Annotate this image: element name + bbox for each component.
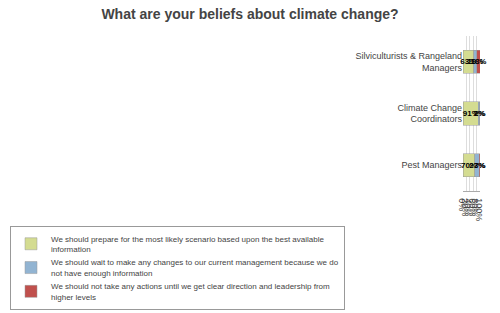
svg-text:19%: 19% <box>467 57 483 66</box>
svg-text:70%: 70% <box>461 161 477 170</box>
svg-text:20%: 20% <box>460 198 470 216</box>
svg-text:7%: 7% <box>473 109 485 118</box>
svg-text:60%: 60% <box>467 198 477 216</box>
svg-text:We should not take any actions: We should not take any actions until we … <box>51 282 330 301</box>
svg-text:40%: 40% <box>463 198 473 216</box>
svg-text:18%: 18% <box>470 57 486 66</box>
svg-text:We should wait to make any cha: We should wait to make any changes to ou… <box>51 258 339 277</box>
svg-text:63%: 63% <box>460 57 476 66</box>
svg-text:We should prepare for the most: We should prepare for the most likely sc… <box>51 235 324 254</box>
svg-text:What are your beliefs about cl: What are your beliefs about climate chan… <box>101 6 398 22</box>
svg-text:Pest Managers: Pest Managers <box>401 160 462 170</box>
svg-text:Silviculturists & RangelandMan: Silviculturists & RangelandManagers <box>355 51 462 73</box>
svg-text:2%: 2% <box>474 109 486 118</box>
svg-text:3%: 3% <box>474 161 486 170</box>
svg-text:80%: 80% <box>470 198 480 216</box>
svg-text:Climate ChangeCoordinators: Climate ChangeCoordinators <box>397 103 462 125</box>
svg-text:0%: 0% <box>457 198 467 211</box>
svg-text:27%: 27% <box>469 161 485 170</box>
svg-text:91%: 91% <box>463 109 479 118</box>
svg-text:100%: 100% <box>474 198 484 221</box>
